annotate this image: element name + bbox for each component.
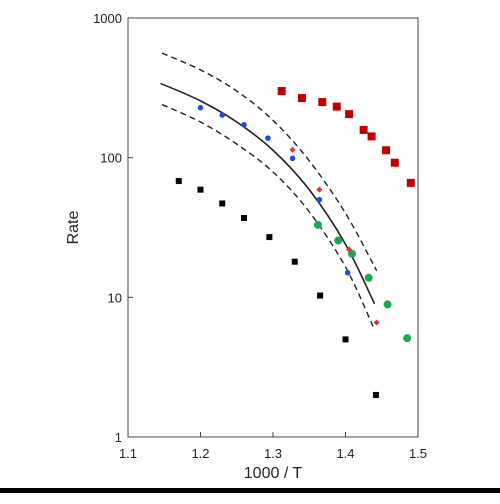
fit-curve <box>160 82 376 305</box>
y-tick-label: 100 <box>100 151 122 166</box>
square-point <box>342 336 349 343</box>
diamond-point <box>289 146 296 153</box>
circle-point <box>316 196 323 203</box>
square-point <box>175 178 182 185</box>
square-point <box>291 258 298 265</box>
square-point <box>406 178 415 187</box>
square-point <box>266 234 273 241</box>
x-tick-label: 1.5 <box>409 446 427 461</box>
y-axis-title: Rate <box>65 211 82 245</box>
circle-point <box>383 300 392 309</box>
square-point <box>197 186 204 193</box>
axis-ticks: 1.1 1.2 1.3 1.4 1.5 1 10 100 1000 <box>93 11 427 461</box>
circle-point <box>265 135 271 141</box>
data-points <box>175 87 415 398</box>
x-tick-label: 1.3 <box>264 446 282 461</box>
circle-point <box>197 104 204 111</box>
fit-curves <box>160 52 378 327</box>
circle-point <box>219 112 226 118</box>
square-point <box>241 214 247 221</box>
x-tick-label: 1.2 <box>191 446 209 461</box>
diamond-point <box>373 319 380 326</box>
circle-point <box>241 121 247 128</box>
square-point <box>345 110 354 119</box>
x-tick-label: 1.4 <box>336 446 354 461</box>
circle-point <box>364 273 373 282</box>
square-point <box>390 158 399 167</box>
diamond-point <box>316 186 323 193</box>
square-point <box>277 87 286 96</box>
confidence-bound-curve <box>161 103 374 327</box>
y-tick-label: 10 <box>108 290 122 305</box>
circle-point <box>403 334 412 343</box>
square-point <box>332 102 341 111</box>
circle-point <box>334 236 343 245</box>
confidence-bound-curve <box>161 52 378 272</box>
square-point <box>359 125 368 134</box>
x-axis-title: 1000 / T <box>244 465 303 482</box>
square-point <box>298 94 306 103</box>
x-tick-label: 1.1 <box>119 446 137 461</box>
bottom-divider-bar <box>0 488 500 493</box>
y-tick-label: 1000 <box>93 11 122 26</box>
circle-point <box>348 249 357 258</box>
circle-point <box>289 155 296 162</box>
square-point <box>317 292 324 299</box>
circle-point <box>344 269 351 276</box>
circle-point <box>313 220 322 229</box>
square-point <box>372 391 379 398</box>
square-point <box>219 200 226 207</box>
square-point <box>382 146 391 155</box>
plot-area-frame <box>127 17 419 438</box>
square-point <box>367 132 376 141</box>
square-point <box>318 98 327 107</box>
diamond-point <box>346 246 353 253</box>
y-tick-label: 1 <box>115 430 122 445</box>
